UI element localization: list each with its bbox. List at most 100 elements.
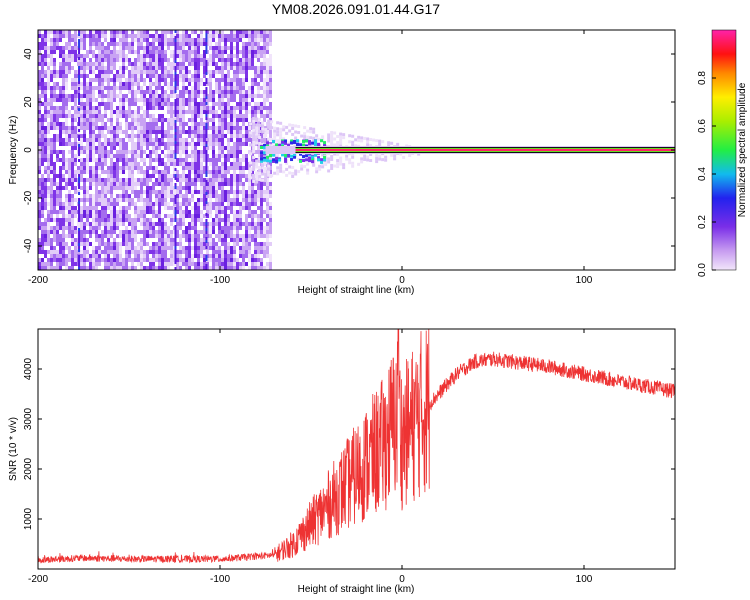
heatmap-cell xyxy=(218,230,221,234)
heatmap-cell xyxy=(209,138,212,142)
heatmap-cell xyxy=(119,66,122,70)
heatmap-cell xyxy=(56,258,59,262)
heatmap-cell xyxy=(218,250,221,254)
heatmap-cell xyxy=(140,262,143,266)
heatmap-cell xyxy=(266,238,269,242)
heatmap-cell xyxy=(351,164,355,168)
heatmap-cell xyxy=(167,154,170,158)
heatmap-cell xyxy=(89,138,92,142)
heatmap-cell xyxy=(248,94,251,98)
heatmap-cell xyxy=(215,190,218,194)
heatmap-cell xyxy=(248,110,251,114)
heatmap-cell xyxy=(122,166,125,170)
heatmap-cell xyxy=(251,254,254,258)
heatmap-cell xyxy=(245,166,248,170)
heatmap-cell xyxy=(282,170,286,174)
heatmap-cell xyxy=(242,182,245,186)
heatmap-cell xyxy=(221,254,224,258)
heatmap-cell xyxy=(254,50,257,54)
heatmap-cell xyxy=(41,90,44,94)
heatmap-cell xyxy=(78,81,81,84)
heatmap-cell xyxy=(218,218,221,222)
heatmap-cell xyxy=(41,102,44,106)
heatmap-cell xyxy=(194,234,197,238)
heatmap-cell xyxy=(179,190,182,194)
heatmap-cell xyxy=(206,102,209,106)
heatmap-cell xyxy=(185,74,188,78)
heatmap-cell xyxy=(53,46,56,50)
heatmap-cell xyxy=(174,39,177,42)
heatmap-cell xyxy=(372,138,376,142)
heatmap-cell xyxy=(194,162,197,166)
heatmap-cell xyxy=(143,138,146,142)
heatmap-cell xyxy=(53,162,56,166)
heatmap-cell xyxy=(44,110,47,114)
heatmap-cell xyxy=(125,94,128,98)
heatmap-cell xyxy=(44,102,47,106)
heatmap-cell xyxy=(113,154,116,158)
heatmap-cell xyxy=(258,154,262,158)
heatmap-cell xyxy=(266,159,270,163)
heatmap-cell xyxy=(83,34,86,38)
heatmap-cell xyxy=(56,86,59,90)
heatmap-cell xyxy=(71,258,74,262)
heatmap-cell xyxy=(149,90,152,94)
heatmap-cell xyxy=(53,174,56,178)
heatmap-cell xyxy=(245,230,248,234)
heatmap-cell xyxy=(143,110,146,114)
heatmap-cell xyxy=(56,210,59,214)
heatmap-cell xyxy=(155,30,158,34)
heatmap-cell xyxy=(104,242,107,246)
heatmap-cell xyxy=(366,155,370,159)
heatmap-cell xyxy=(101,66,104,70)
heatmap-cell xyxy=(65,78,68,82)
heatmap-cell xyxy=(113,46,116,50)
heatmap-cell xyxy=(104,266,107,270)
heatmap-cell xyxy=(194,222,197,226)
heatmap-cell xyxy=(59,258,62,262)
heatmap-cell xyxy=(254,210,257,214)
heatmap-cell xyxy=(131,150,134,154)
heatmap-cell xyxy=(62,226,65,230)
heatmap-cell xyxy=(107,90,110,94)
heatmap-cell xyxy=(68,34,71,38)
heatmap-cell xyxy=(149,150,152,154)
heatmap-cell xyxy=(179,122,182,126)
heatmap-cell xyxy=(354,138,358,142)
heatmap-cell xyxy=(80,34,83,38)
heatmap-cell xyxy=(62,86,65,90)
heatmap-cell xyxy=(155,130,158,134)
heatmap-cell xyxy=(83,234,86,238)
heatmap-cell xyxy=(174,168,177,171)
heatmap-cell xyxy=(215,182,218,186)
heatmap-cell xyxy=(170,198,173,202)
heatmap-cell xyxy=(336,141,340,145)
heatmap-cell xyxy=(209,58,212,62)
heatmap-cell xyxy=(95,34,98,38)
heatmap-cell xyxy=(98,46,101,50)
heatmap-cell xyxy=(128,122,131,126)
heatmap-cell xyxy=(269,110,272,114)
heatmap-cell xyxy=(134,218,137,222)
heatmap-cell xyxy=(233,254,236,258)
heatmap-cell xyxy=(78,66,81,69)
heatmap-cell xyxy=(86,198,89,202)
heatmap-cell xyxy=(230,126,233,130)
heatmap-cell xyxy=(122,190,125,194)
heatmap-cell xyxy=(188,170,191,174)
heatmap-cell xyxy=(164,246,167,250)
heatmap-cell xyxy=(255,162,259,166)
heatmap-cell xyxy=(107,106,110,110)
heatmap-cell xyxy=(134,114,137,118)
heatmap-cell xyxy=(257,222,260,226)
heatmap-cell xyxy=(263,143,267,147)
heatmap-cell xyxy=(221,186,224,190)
heatmap-cell xyxy=(152,150,155,154)
heatmap-cell xyxy=(263,50,266,54)
heatmap-cell xyxy=(50,30,53,34)
heatmap-cell xyxy=(78,147,81,150)
heatmap-cell xyxy=(279,166,283,170)
heatmap-cell xyxy=(155,98,158,102)
heatmap-cell xyxy=(170,122,173,126)
heatmap-cell xyxy=(128,266,131,270)
